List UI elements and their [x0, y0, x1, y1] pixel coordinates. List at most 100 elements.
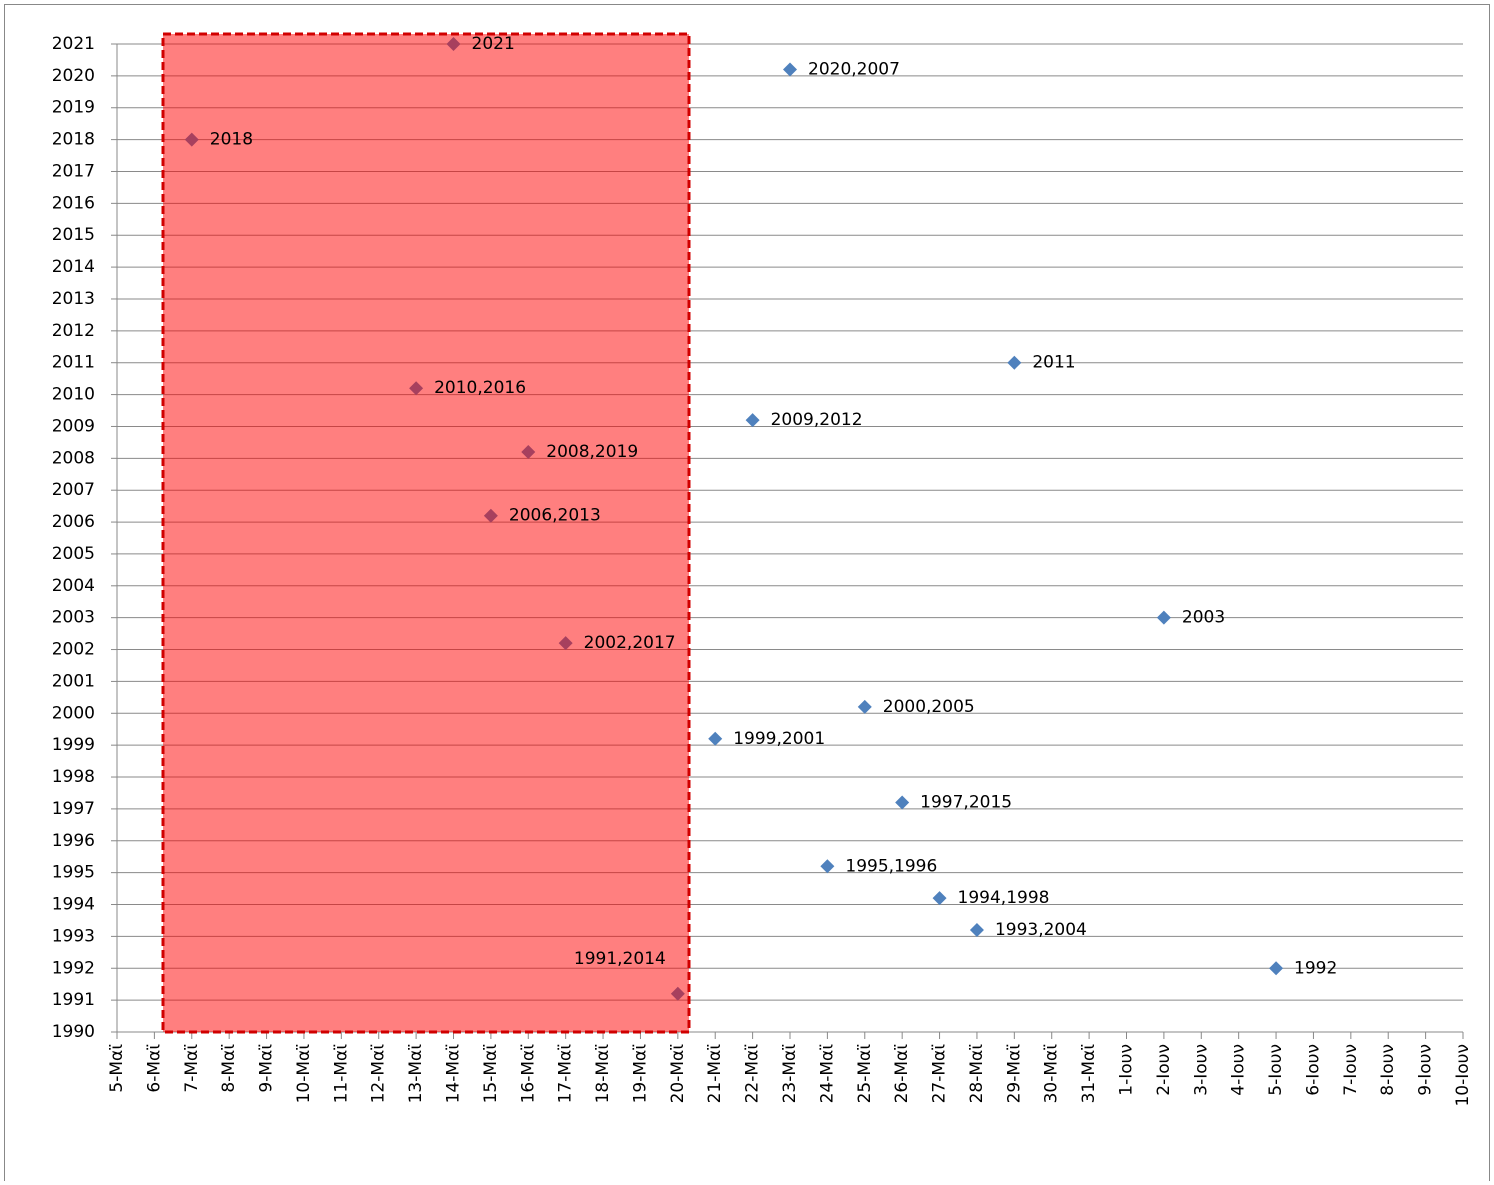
x-tick-label: 16-Μαϊ — [518, 1044, 538, 1104]
x-tick-label: 7-Μαϊ — [182, 1044, 202, 1093]
data-label: 2002,2017 — [584, 633, 676, 653]
y-tick-label: 2010 — [52, 385, 95, 405]
data-label: 1992 — [1294, 958, 1337, 978]
x-tick-label: 20-Μαϊ — [668, 1044, 688, 1104]
y-tick-label: 2012 — [52, 321, 95, 341]
point — [932, 891, 947, 906]
point — [745, 413, 760, 428]
point — [783, 62, 797, 77]
y-tick-label: 2006 — [52, 512, 95, 532]
point — [1269, 961, 1284, 976]
x-tick-label: 28-Μαϊ — [967, 1044, 987, 1104]
y-tick-label: 2021 — [52, 34, 95, 54]
x-tick-label: 31-Μαϊ — [1079, 1044, 1099, 1104]
data-label: 1993,2004 — [995, 920, 1087, 940]
y-tick-label: 2015 — [52, 225, 95, 245]
point — [969, 923, 984, 938]
x-tick-label: 7-Ιουν — [1341, 1044, 1361, 1096]
x-tick-label: 18-Μαϊ — [593, 1044, 613, 1104]
y-tick-label: 1996 — [52, 831, 95, 851]
y-tick-label: 1995 — [52, 863, 95, 883]
y-tick-label: 1998 — [52, 767, 95, 787]
x-tick-label: 15-Μαϊ — [481, 1044, 501, 1104]
data-label: 1994,1998 — [958, 888, 1050, 908]
point — [1007, 355, 1022, 370]
y-tick-label: 2016 — [52, 193, 95, 213]
y-tick-label: 1999 — [52, 735, 95, 755]
x-tick-label: 21-Μαϊ — [705, 1044, 725, 1104]
x-tick-label: 22-Μαϊ — [743, 1044, 763, 1104]
y-tick-label: 1994 — [52, 895, 95, 915]
y-tick-label: 2003 — [52, 608, 95, 628]
y-tick-label: 2018 — [52, 130, 95, 150]
y-tick-label: 2019 — [52, 98, 95, 118]
x-tick-label: 2-Ιουν — [1154, 1044, 1174, 1096]
y-tick-label: 2007 — [52, 480, 95, 500]
data-label: 2006,2013 — [509, 506, 601, 526]
data-label: 2009,2012 — [771, 410, 863, 430]
x-tick-label: 5-Ιουν — [1266, 1044, 1286, 1096]
x-tick-label: 1-Ιουν — [1117, 1044, 1137, 1096]
y-tick-label: 2017 — [52, 161, 95, 181]
data-label: 1991,2014 — [574, 949, 666, 969]
x-tick-label: 14-Μαϊ — [444, 1044, 464, 1104]
x-tick-label: 8-Μαϊ — [219, 1044, 239, 1093]
y-tick-label: 1991 — [52, 990, 95, 1010]
data-label: 2021 — [472, 34, 515, 54]
x-tick-label: 6-Ιουν — [1303, 1044, 1323, 1096]
x-tick-label: 30-Μαϊ — [1042, 1044, 1062, 1104]
y-tick-label: 2005 — [52, 544, 95, 564]
y-tick-label: 2004 — [52, 576, 95, 596]
y-tick-label: 2014 — [52, 257, 95, 277]
point — [820, 859, 835, 874]
point — [1156, 610, 1171, 625]
data-label: 1995,1996 — [845, 856, 937, 876]
x-tick-label: 10-Μαϊ — [294, 1044, 314, 1104]
x-tick-label: 12-Μαϊ — [369, 1044, 389, 1104]
x-tick-label: 11-Μαϊ — [331, 1044, 351, 1104]
x-tick-label: 6-Μαϊ — [144, 1044, 164, 1093]
x-tick-label: 13-Μαϊ — [406, 1044, 426, 1104]
data-label: 2010,2016 — [434, 378, 526, 398]
data-label: 2018 — [210, 130, 253, 150]
data-label: 1997,2015 — [920, 793, 1012, 813]
y-tick-label: 1997 — [52, 799, 95, 819]
point — [708, 731, 723, 746]
x-tick-label: 8-Ιουν — [1378, 1044, 1398, 1096]
x-tick-label: 9-Μαϊ — [257, 1044, 277, 1093]
y-tick-label: 1993 — [52, 926, 95, 946]
x-tick-label: 4-Ιουν — [1229, 1044, 1249, 1096]
y-tick-label: 2020 — [52, 66, 95, 86]
point — [895, 795, 910, 810]
x-tick-label: 23-Μαϊ — [780, 1044, 800, 1104]
x-tick-label: 19-Μαϊ — [630, 1044, 650, 1104]
highlight-box — [161, 32, 691, 1034]
y-tick-label: 2008 — [52, 448, 95, 468]
y-tick-label: 1992 — [52, 958, 95, 978]
y-tick-label: 1990 — [52, 1022, 95, 1042]
y-tick-label: 2000 — [52, 703, 95, 723]
data-label: 2020,2007 — [808, 59, 900, 79]
data-label: 1999,2001 — [733, 729, 825, 749]
x-tick-label: 17-Μαϊ — [556, 1044, 576, 1104]
x-tick-label: 25-Μαϊ — [855, 1044, 875, 1104]
y-tick-label: 2002 — [52, 640, 95, 660]
y-tick-label: 2011 — [52, 353, 95, 373]
label-layer: 2018 2021 2010,2016 2008,2019 2006,2013 2002,… — [210, 34, 1338, 978]
y-tick-label: 2001 — [52, 671, 95, 691]
data-label: 2000,2005 — [883, 697, 975, 717]
x-tick-label: 24-Μαϊ — [817, 1044, 837, 1104]
x-tick-label: 26-Μαϊ — [892, 1044, 912, 1104]
y-tick-label: 2013 — [52, 289, 95, 309]
x-tick-label: 3-Ιουν — [1191, 1044, 1211, 1096]
data-label: 2011 — [1032, 353, 1075, 373]
data-label: 2003 — [1182, 608, 1225, 628]
y-tick-label: 2009 — [52, 416, 95, 436]
data-label: 2008,2019 — [546, 442, 638, 462]
x-tick-label: 29-Μαϊ — [1004, 1044, 1024, 1104]
x-tick-label: 9-Ιουν — [1416, 1044, 1436, 1096]
point — [857, 699, 872, 714]
x-tick-label: 27-Μαϊ — [930, 1044, 950, 1104]
